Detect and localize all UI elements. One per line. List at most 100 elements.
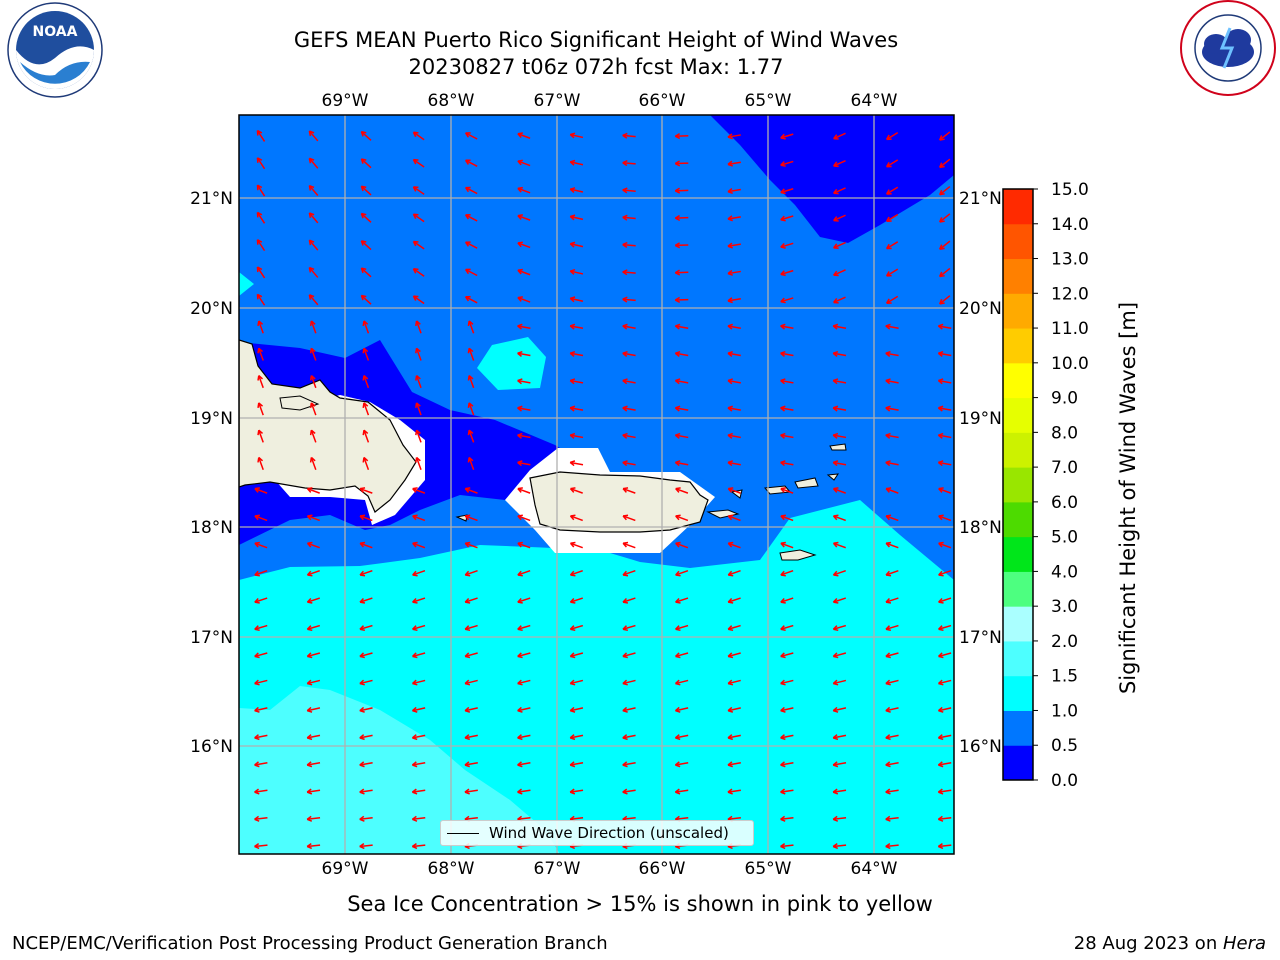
wind-arrow-head	[570, 601, 576, 604]
lat-label: 18°N	[959, 518, 1002, 538]
wind-arrow-head	[674, 461, 680, 467]
lat-label: 17°N	[190, 628, 233, 648]
wind-arrow	[728, 487, 741, 494]
wind-arrow-head	[412, 542, 417, 548]
wind-arrow-head	[622, 737, 628, 741]
wind-arrow-head	[517, 325, 522, 330]
wind-arrow-head	[359, 655, 365, 659]
wind-arrow	[359, 487, 373, 494]
wind-arrow-head	[309, 375, 313, 381]
wind-arrow	[517, 133, 531, 139]
wind-arrow-head	[359, 515, 364, 521]
colorbar-segment	[1003, 745, 1033, 781]
wind-arrow-head	[675, 601, 681, 604]
wind-arrow-head	[674, 135, 681, 140]
wind-arrow	[938, 515, 952, 522]
chart-title: GEFS MEAN Puerto Rico Significant Height…	[293, 28, 899, 52]
wind-arrow	[833, 652, 847, 658]
wind-arrow-head	[727, 245, 733, 249]
wind-wave-direction-arrows	[254, 129, 952, 850]
wind-arrow	[675, 379, 689, 384]
wind-arrow	[415, 402, 422, 416]
wind-arrow-head	[833, 655, 839, 659]
wind-arrow-head	[885, 791, 891, 795]
lat-label: 21°N	[190, 189, 233, 209]
colorbar	[1003, 189, 1033, 781]
wind-arrow-head	[362, 402, 365, 408]
wind-arrow	[938, 379, 952, 384]
wind-arrow	[780, 487, 794, 494]
wind-arrow-head	[254, 845, 260, 850]
wind-arrow-head	[254, 515, 259, 521]
wind-arrow-head	[728, 574, 734, 577]
wind-arrow	[727, 597, 741, 603]
wind-arrow	[570, 407, 584, 411]
wind-arrow-head	[622, 791, 628, 795]
wind-arrow	[465, 214, 478, 222]
wind-arrow	[570, 379, 584, 384]
wind-arrow-head	[727, 136, 733, 140]
wind-arrow	[517, 762, 531, 766]
wind-arrow	[727, 243, 741, 247]
wind-arrow	[938, 734, 952, 739]
wind-arrow	[517, 379, 531, 384]
wind-arrow-head	[517, 269, 522, 275]
wind-arrow-head	[937, 434, 943, 439]
wind-arrow	[780, 407, 794, 411]
wind-arrow	[886, 241, 899, 250]
wind-arrow	[254, 789, 268, 793]
wind-arrow-head	[464, 791, 470, 795]
wind-arrow-head	[517, 461, 522, 467]
wind-arrow	[465, 268, 478, 277]
wind-arrow-head	[359, 628, 366, 632]
colorbar-tick-label: 1.0	[1051, 701, 1078, 721]
wind-arrow-head	[833, 574, 839, 577]
wind-arrow	[885, 624, 899, 630]
wind-arrow	[415, 457, 422, 470]
wind-arrow	[360, 294, 372, 305]
wind-arrow	[885, 597, 899, 603]
wind-arrow-head	[254, 488, 259, 493]
wind-arrow-head	[780, 574, 786, 577]
wind-arrow	[468, 320, 475, 334]
wind-arrow-head	[938, 791, 944, 795]
wind-arrow	[465, 132, 478, 140]
wind-arrow	[939, 240, 951, 250]
wind-arrow-head	[885, 845, 891, 850]
wind-arrow	[310, 429, 317, 443]
wind-arrow	[517, 624, 531, 630]
wind-arrow	[307, 707, 321, 712]
wind-arrow-head	[937, 352, 943, 357]
wind-arrow	[622, 707, 636, 712]
wind-arrow	[938, 597, 952, 603]
wind-arrow	[413, 240, 425, 250]
wind-arrow-head	[780, 246, 786, 249]
wind-arrow	[938, 569, 952, 576]
lon-label: 64°W	[851, 859, 898, 879]
wind-arrow	[675, 542, 689, 549]
wind-arrow	[359, 624, 373, 630]
wind-arrow	[622, 352, 636, 357]
wind-arrow-head	[938, 574, 944, 577]
wind-arrow	[258, 375, 264, 389]
wind-arrow-head	[622, 845, 628, 850]
colorbar-tick-label: 15.0	[1051, 180, 1089, 200]
wind-arrow	[780, 816, 794, 821]
wind-arrow	[517, 816, 531, 821]
wind-arrow-head	[306, 542, 312, 548]
wind-arrow-head	[309, 457, 313, 463]
wind-arrow-head	[359, 709, 365, 713]
wind-arrow	[938, 461, 952, 466]
wind-arrow	[938, 652, 952, 658]
wind-arrow	[570, 762, 584, 766]
wind-arrow-head	[412, 628, 418, 632]
wind-arrow	[622, 298, 636, 302]
colorbar-segment	[1003, 536, 1033, 572]
wind-arrow-head	[467, 402, 470, 408]
wind-arrow-head	[569, 297, 575, 303]
wind-arrow-head	[938, 845, 944, 850]
wind-arrow-head	[517, 709, 523, 713]
wind-arrow	[359, 762, 373, 766]
wind-arrow-head	[885, 325, 891, 330]
